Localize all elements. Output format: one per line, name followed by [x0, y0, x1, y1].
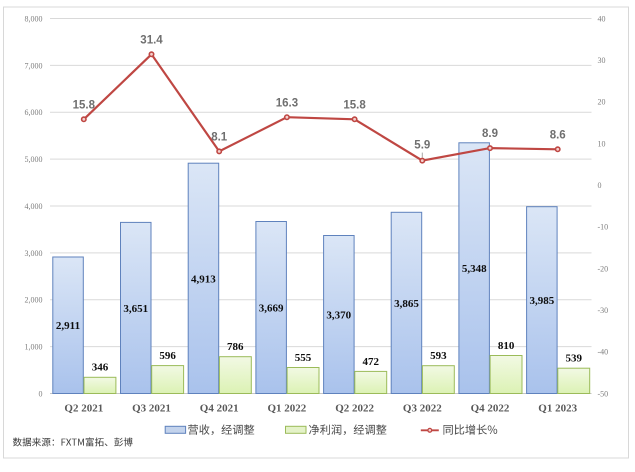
svg-text:786: 786 — [227, 341, 244, 353]
svg-text:8.6: 8.6 — [550, 129, 566, 141]
svg-text:Q2 2022: Q2 2022 — [335, 403, 374, 415]
svg-text:16.3: 16.3 — [276, 97, 298, 109]
svg-text:31.4: 31.4 — [140, 34, 163, 46]
svg-text:5,000: 5,000 — [25, 155, 43, 164]
svg-text:5.9: 5.9 — [414, 140, 430, 152]
svg-text:Q1 2022: Q1 2022 — [267, 403, 306, 415]
svg-text:Q4 2021: Q4 2021 — [200, 403, 239, 415]
svg-text:2,000: 2,000 — [25, 296, 43, 305]
svg-text:5,348: 5,348 — [462, 263, 487, 275]
svg-text:Q1 2023: Q1 2023 — [538, 403, 577, 415]
svg-text:Q4 2022: Q4 2022 — [471, 403, 510, 415]
svg-text:0: 0 — [39, 389, 43, 398]
svg-text:8.1: 8.1 — [211, 132, 228, 144]
svg-text:8,000: 8,000 — [25, 14, 43, 23]
svg-text:Q3 2022: Q3 2022 — [403, 403, 442, 415]
svg-text:6,000: 6,000 — [25, 108, 43, 117]
svg-text:3,985: 3,985 — [530, 295, 555, 307]
svg-text:8.9: 8.9 — [482, 128, 498, 140]
svg-text:539: 539 — [566, 353, 583, 365]
svg-text:472: 472 — [362, 356, 379, 368]
svg-text:2,911: 2,911 — [56, 320, 80, 332]
svg-text:7,000: 7,000 — [25, 61, 43, 70]
svg-text:10: 10 — [598, 139, 606, 148]
svg-text:3,000: 3,000 — [25, 249, 43, 258]
svg-text:-50: -50 — [598, 389, 609, 398]
svg-text:-40: -40 — [598, 348, 609, 357]
svg-text:3,669: 3,669 — [259, 302, 284, 314]
svg-text:1,000: 1,000 — [25, 343, 43, 352]
svg-text:4,913: 4,913 — [191, 273, 216, 285]
svg-text:15.8: 15.8 — [343, 99, 366, 111]
svg-text:-20: -20 — [598, 264, 609, 273]
svg-text:3,651: 3,651 — [123, 303, 148, 315]
svg-text:-10: -10 — [598, 223, 609, 232]
svg-text:593: 593 — [430, 350, 447, 362]
svg-text:Q2 2021: Q2 2021 — [64, 403, 103, 415]
svg-text:596: 596 — [159, 350, 176, 362]
svg-text:810: 810 — [498, 340, 515, 352]
svg-text:40: 40 — [598, 14, 606, 23]
svg-text:3,865: 3,865 — [394, 298, 419, 310]
svg-text:15.8: 15.8 — [73, 99, 96, 111]
svg-text:555: 555 — [295, 352, 312, 364]
svg-text:-30: -30 — [598, 306, 609, 315]
svg-text:30: 30 — [598, 56, 606, 65]
svg-text:0: 0 — [598, 181, 602, 190]
svg-text:346: 346 — [92, 362, 109, 374]
svg-text:4,000: 4,000 — [25, 202, 43, 211]
svg-text:20: 20 — [598, 98, 606, 107]
svg-text:Q3 2021: Q3 2021 — [132, 403, 171, 415]
svg-text:3,370: 3,370 — [326, 309, 351, 321]
